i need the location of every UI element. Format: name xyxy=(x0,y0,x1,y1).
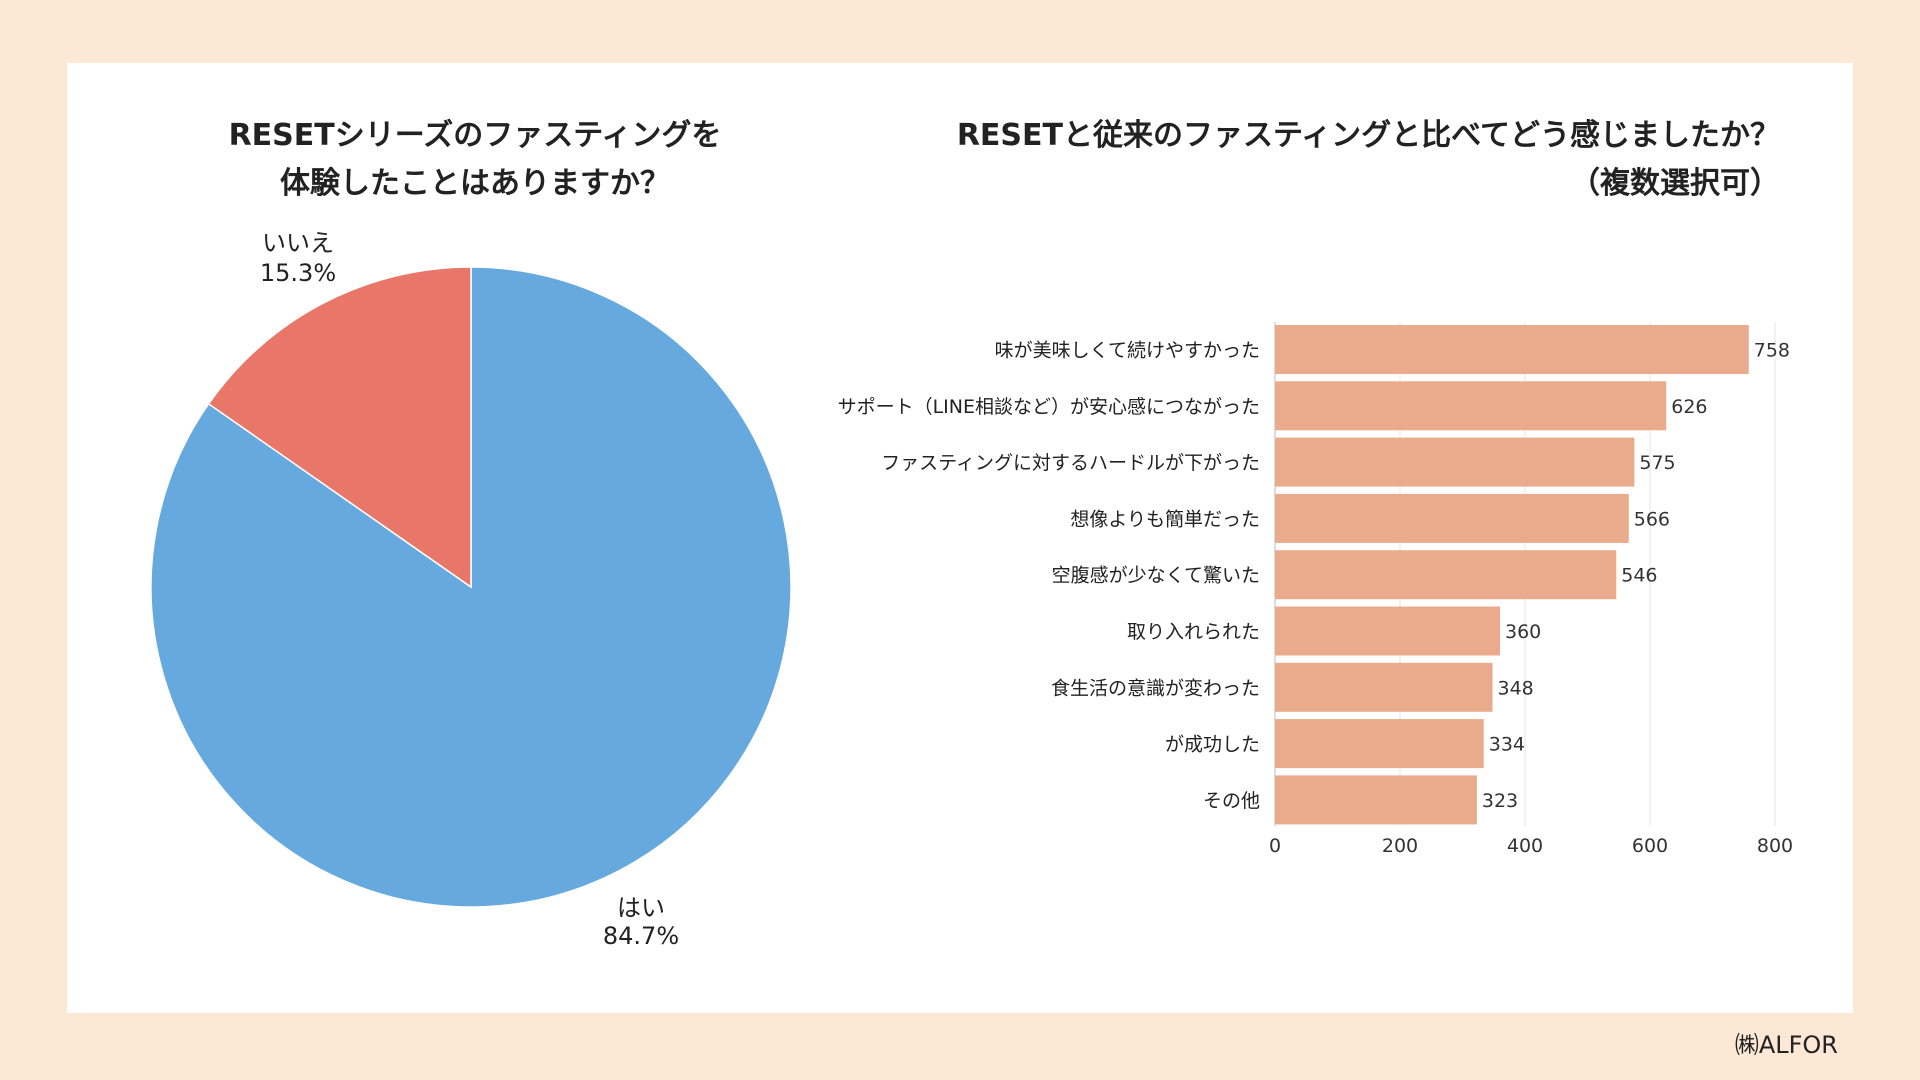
bar-7 xyxy=(1275,662,1493,712)
bar-4 xyxy=(1275,493,1629,543)
pie-slice-label: はい xyxy=(617,894,665,922)
bar-value-label: 360 xyxy=(1505,621,1541,643)
pie-chart-title: RESETシリーズのファスティングを 体験したことはありますか？ xyxy=(130,112,820,208)
bar-category-label: サポート（LINE相談など）が安心感につながった xyxy=(838,396,1260,418)
bar-title-line-2: （複数選択可） xyxy=(1570,166,1780,201)
bar-x-tick-label: 0 xyxy=(1269,835,1281,857)
bar-x-tick-label: 600 xyxy=(1632,835,1668,857)
bar-value-label: 334 xyxy=(1489,734,1525,756)
bar-value-label: 348 xyxy=(1498,677,1534,699)
pie-slice-percent: 84.7% xyxy=(603,922,679,950)
bar-category-label: 食生活の意識が変わった xyxy=(1051,677,1260,699)
bar-3 xyxy=(1275,437,1635,487)
bar-x-tick-label: 200 xyxy=(1382,835,1418,857)
bar-value-label: 626 xyxy=(1671,396,1707,418)
bar-value-label: 575 xyxy=(1639,452,1675,474)
bar-6 xyxy=(1275,606,1500,656)
bar-chart-title: RESETと従来のファスティングと比べてどう感じましたか？ （複数選択可） xyxy=(880,112,1780,208)
bar-1 xyxy=(1275,325,1749,374)
bar-category-label: が成功した xyxy=(1165,734,1260,756)
bar-title-line-1: RESETと従来のファスティングと比べてどう感じましたか？ xyxy=(956,118,1780,153)
bar-value-label: 758 xyxy=(1754,340,1790,362)
bar-8 xyxy=(1275,719,1484,769)
pie-slice-percent: 15.3% xyxy=(260,259,336,287)
bar-value-label: 546 xyxy=(1621,565,1657,587)
bar-category-label: 想像よりも簡単だった xyxy=(1070,508,1260,530)
bar-category-label: 味が美味しくて続けやすかった xyxy=(995,340,1260,362)
pie-slice-label: いいえ xyxy=(262,229,334,257)
bar-x-tick-label: 400 xyxy=(1507,835,1543,857)
company-credit: ㈱ALFOR xyxy=(1734,1031,1838,1059)
bar-5 xyxy=(1275,550,1617,600)
bar-x-tick-label: 800 xyxy=(1757,835,1793,857)
bar-category-label: 取り入れられた xyxy=(1127,621,1260,643)
bar-2 xyxy=(1275,381,1667,431)
bar-value-label: 566 xyxy=(1634,508,1670,530)
pie-slice-2 xyxy=(207,266,472,589)
pie-title-line-1: RESETシリーズのファスティングを xyxy=(228,118,722,153)
bar-category-label: 空腹感が少なくて驚いた xyxy=(1052,565,1260,587)
bar-category-label: ファスティングに対するハードルが下がった xyxy=(881,452,1260,474)
bar-category-label: その他 xyxy=(1203,790,1260,812)
bar-value-label: 323 xyxy=(1482,790,1518,812)
pie-title-line-2: 体験したことはありますか？ xyxy=(280,166,670,201)
bar-9 xyxy=(1275,775,1477,825)
